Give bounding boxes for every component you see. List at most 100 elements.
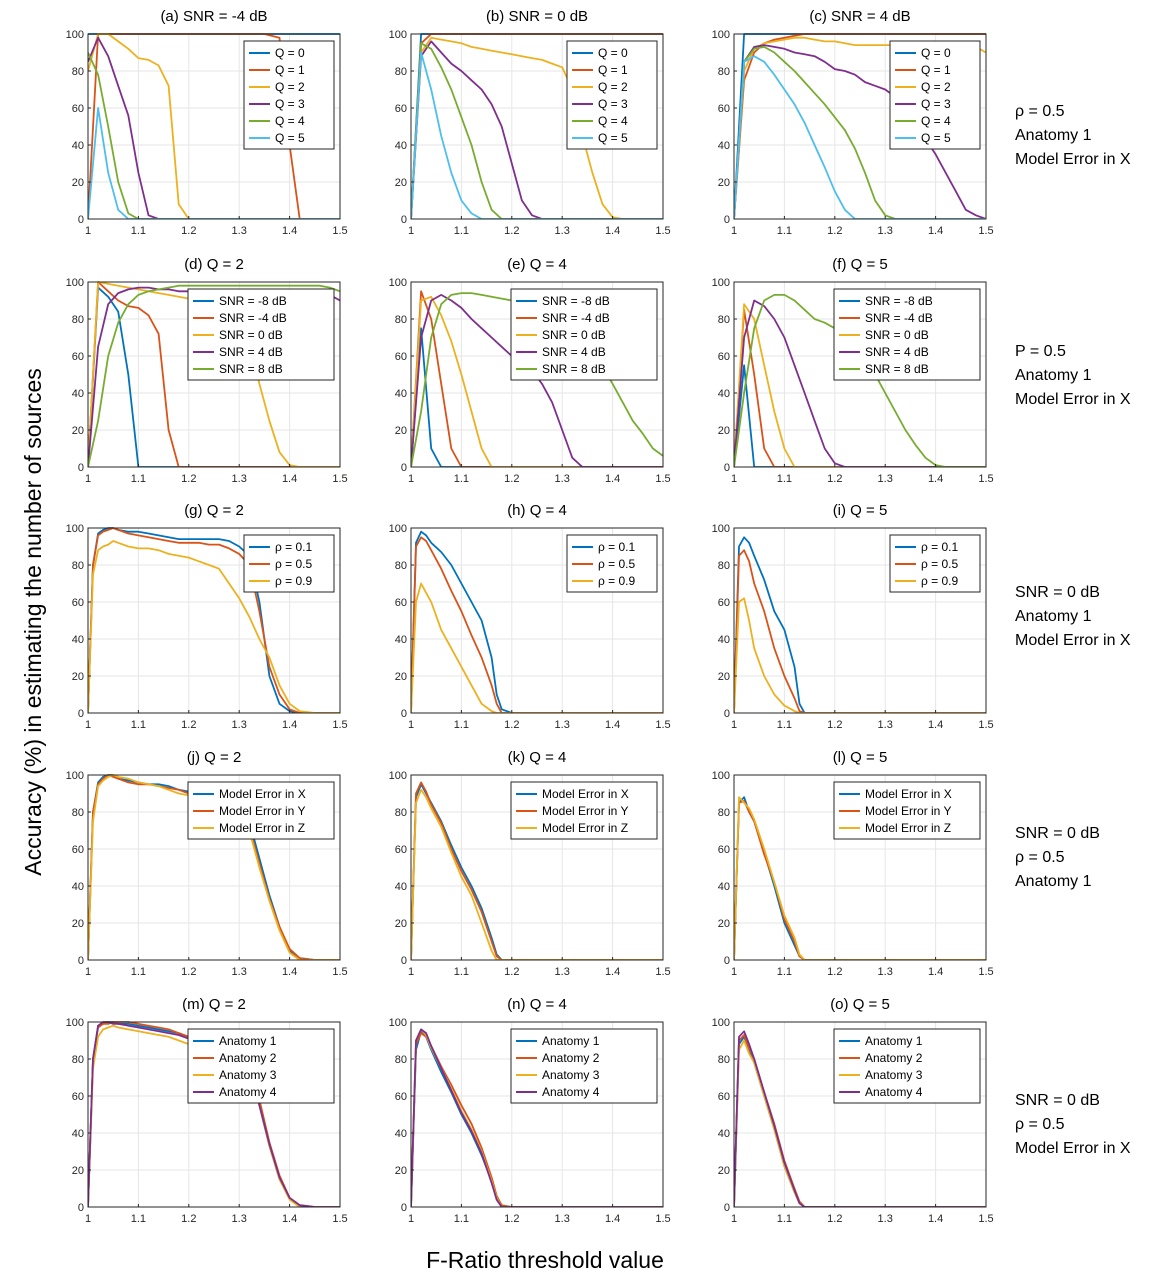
x-tick-label: 1.5 bbox=[655, 225, 670, 237]
y-tick-label: 80 bbox=[718, 560, 730, 572]
axes-box bbox=[410, 774, 664, 961]
series-line-0 bbox=[411, 530, 663, 713]
y-tick-label: 40 bbox=[718, 388, 730, 400]
y-tick-label: 60 bbox=[718, 597, 730, 609]
y-tick-label: 20 bbox=[395, 425, 407, 437]
y-tick-label: 100 bbox=[389, 770, 407, 782]
x-tick-label: 1.5 bbox=[978, 473, 993, 485]
y-tick-label: 80 bbox=[395, 807, 407, 819]
y-tick-label: 0 bbox=[401, 708, 407, 720]
legend-entry: SNR = -4 dB bbox=[865, 311, 933, 325]
x-tick-label: 1.5 bbox=[332, 473, 347, 485]
legend-entry: Anatomy 4 bbox=[219, 1085, 277, 1099]
legend-entry: SNR = 4 dB bbox=[219, 345, 283, 359]
x-tick-label: 1.3 bbox=[555, 225, 570, 237]
series-line-2 bbox=[411, 1028, 663, 1207]
x-tick-label: 1 bbox=[731, 225, 737, 237]
axes-box bbox=[410, 281, 664, 468]
x-tick-label: 1.2 bbox=[827, 719, 842, 731]
y-tick-label: 0 bbox=[724, 214, 730, 226]
y-tick-label: 100 bbox=[66, 1017, 84, 1029]
subplot-7: 1 1.1 1.2 1.3 1.4 1.5 0 20 40 60 80 100 (h) Q = 4 ρ =… bbox=[389, 502, 671, 731]
x-tick-label: 1.2 bbox=[504, 473, 519, 485]
y-tick-label: 100 bbox=[66, 770, 84, 782]
y-tick-label: 80 bbox=[72, 807, 84, 819]
x-tick-label: 1.5 bbox=[655, 473, 670, 485]
axes-box bbox=[87, 33, 341, 220]
series-line-1 bbox=[411, 1032, 663, 1207]
y-tick-label: 0 bbox=[724, 462, 730, 474]
y-tick-label: 40 bbox=[72, 634, 84, 646]
y-tick-label: 80 bbox=[72, 314, 84, 326]
y-tick-label: 20 bbox=[72, 671, 84, 683]
row-note-line: Model Error in X bbox=[1015, 1140, 1131, 1157]
subplot-title: (a) SNR = -4 dB bbox=[160, 8, 267, 25]
y-tick-label: 60 bbox=[72, 844, 84, 856]
x-tick-label: 1 bbox=[731, 966, 737, 978]
legend-entry: SNR = 0 dB bbox=[865, 328, 929, 342]
subplot-title: (h) Q = 4 bbox=[507, 502, 567, 519]
legend-entry: Q = 0 bbox=[275, 46, 305, 60]
legend-entry: Q = 1 bbox=[921, 63, 951, 77]
series-line-2 bbox=[88, 33, 340, 219]
legend-entry: Q = 2 bbox=[598, 80, 628, 94]
series-line-4 bbox=[411, 42, 663, 219]
axes-box bbox=[87, 774, 341, 961]
y-tick-label: 60 bbox=[718, 103, 730, 115]
x-tick-label: 1.5 bbox=[332, 719, 347, 731]
legend-entry: SNR = 4 dB bbox=[865, 345, 929, 359]
legend-entry: Q = 5 bbox=[275, 131, 305, 145]
series-line-3 bbox=[88, 36, 340, 219]
y-tick-label: 80 bbox=[72, 1054, 84, 1066]
legend-entry: Anatomy 3 bbox=[542, 1068, 600, 1082]
x-tick-label: 1 bbox=[408, 966, 414, 978]
x-tick-label: 1.3 bbox=[878, 966, 893, 978]
x-tick-label: 1.2 bbox=[827, 473, 842, 485]
y-tick-label: 0 bbox=[724, 955, 730, 967]
y-tick-label: 100 bbox=[66, 29, 84, 41]
y-tick-label: 40 bbox=[718, 140, 730, 152]
subplot-10: 1 1.1 1.2 1.3 1.4 1.5 0 20 40 60 80 100 (k) Q = 4 Mod… bbox=[389, 749, 671, 978]
legend-entry: Q = 0 bbox=[598, 46, 628, 60]
legend-entry: Q = 1 bbox=[598, 63, 628, 77]
x-tick-label: 1.2 bbox=[181, 719, 196, 731]
axes-box bbox=[87, 281, 341, 468]
axes-box bbox=[733, 281, 987, 468]
x-tick-label: 1.1 bbox=[454, 719, 469, 731]
x-tick-label: 1.1 bbox=[131, 719, 146, 731]
x-tick-label: 1.5 bbox=[978, 225, 993, 237]
x-tick-label: 1.1 bbox=[131, 1213, 146, 1225]
y-tick-label: 20 bbox=[72, 918, 84, 930]
x-tick-label: 1.4 bbox=[282, 719, 297, 731]
legend-entry: Anatomy 4 bbox=[865, 1085, 923, 1099]
x-tick-label: 1.4 bbox=[605, 473, 620, 485]
y-tick-label: 100 bbox=[389, 523, 407, 535]
y-tick-label: 20 bbox=[72, 425, 84, 437]
y-tick-label: 20 bbox=[395, 1165, 407, 1177]
legend-entry: Anatomy 2 bbox=[219, 1051, 277, 1065]
x-tick-label: 1.3 bbox=[555, 966, 570, 978]
series-line-1 bbox=[88, 527, 340, 713]
x-tick-label: 1.1 bbox=[454, 225, 469, 237]
axes-box bbox=[87, 527, 341, 714]
x-tick-label: 1.5 bbox=[332, 225, 347, 237]
x-tick-label: 1.1 bbox=[131, 473, 146, 485]
legend-entry: Model Error in Z bbox=[865, 821, 951, 835]
series-line-3 bbox=[734, 44, 986, 219]
legend-entry: Model Error in Z bbox=[219, 821, 305, 835]
legend-box bbox=[243, 40, 335, 150]
subplot-title: (k) Q = 4 bbox=[508, 749, 567, 766]
x-tick-label: 1.4 bbox=[605, 1213, 620, 1225]
x-tick-label: 1.4 bbox=[282, 966, 297, 978]
y-tick-label: 100 bbox=[66, 523, 84, 535]
row-note-line: Anatomy 1 bbox=[1015, 127, 1092, 144]
legend-entry: ρ = 0.1 bbox=[598, 540, 636, 554]
legend-entry: SNR = -4 dB bbox=[219, 311, 287, 325]
x-tick-label: 1 bbox=[408, 473, 414, 485]
y-tick-label: 20 bbox=[718, 671, 730, 683]
subplot-title: (e) Q = 4 bbox=[507, 256, 567, 273]
x-tick-label: 1.5 bbox=[332, 1213, 347, 1225]
x-tick-label: 1.4 bbox=[928, 225, 943, 237]
y-tick-label: 20 bbox=[395, 671, 407, 683]
x-tick-label: 1.2 bbox=[504, 966, 519, 978]
